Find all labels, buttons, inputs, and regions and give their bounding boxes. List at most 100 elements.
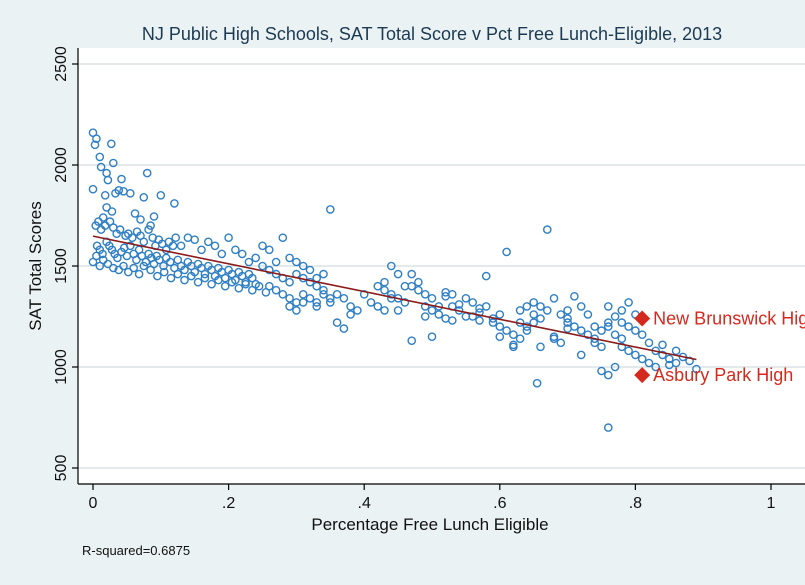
data-point xyxy=(264,281,274,291)
data-point xyxy=(420,312,430,321)
data-point xyxy=(251,253,260,263)
data-point xyxy=(549,293,559,303)
data-point xyxy=(495,310,505,319)
data-point xyxy=(631,326,640,335)
data-point xyxy=(536,302,545,311)
data-point xyxy=(129,263,138,273)
data-point xyxy=(153,271,162,281)
y-tick-label: 1000 xyxy=(53,349,70,385)
data-point xyxy=(197,245,206,255)
data-point xyxy=(264,265,274,275)
data-point xyxy=(298,289,308,299)
x-tick-label: 0 xyxy=(89,495,98,512)
data-point xyxy=(393,269,403,279)
data-point xyxy=(126,241,135,251)
data-point xyxy=(610,330,620,340)
data-point xyxy=(339,293,349,303)
data-point xyxy=(624,322,633,331)
data-point xyxy=(624,346,633,356)
data-point xyxy=(207,279,216,289)
data-point xyxy=(604,423,613,432)
data-point xyxy=(100,190,110,200)
data-point xyxy=(159,261,168,271)
data-point xyxy=(210,241,220,251)
data-point xyxy=(420,289,430,299)
data-point xyxy=(130,209,140,218)
data-point xyxy=(278,289,288,299)
data-point xyxy=(95,152,105,162)
data-point xyxy=(434,310,444,319)
data-point xyxy=(90,140,100,150)
x-tick-label: .4 xyxy=(358,495,371,512)
data-point xyxy=(149,212,159,221)
highlight-marker xyxy=(634,310,651,327)
data-point xyxy=(454,300,464,309)
data-point xyxy=(139,261,149,271)
data-point xyxy=(312,302,322,311)
data-point xyxy=(563,306,572,315)
data-point xyxy=(103,175,113,185)
data-point xyxy=(692,364,701,374)
data-point xyxy=(414,285,423,295)
data-point xyxy=(113,253,122,263)
data-point xyxy=(380,277,389,287)
data-point xyxy=(407,336,417,346)
data-point xyxy=(532,378,542,388)
data-point xyxy=(132,255,141,265)
data-point xyxy=(325,205,335,214)
data-point xyxy=(88,184,98,194)
data-point xyxy=(685,356,694,366)
data-point xyxy=(475,316,484,325)
data-point xyxy=(427,306,437,315)
x-axis-ticks: 0 .2 .4 .6 .8 1 xyxy=(89,484,776,512)
data-point xyxy=(488,318,498,327)
x-axis-label: Percentage Free Lunch Eligible xyxy=(311,515,548,534)
data-point xyxy=(237,249,247,259)
data-point xyxy=(346,302,355,311)
data-point xyxy=(171,233,180,242)
data-point xyxy=(502,247,511,257)
data-point xyxy=(502,326,511,335)
data-point xyxy=(658,350,667,360)
data-point xyxy=(563,324,572,333)
data-point xyxy=(305,265,315,275)
data-point xyxy=(644,358,654,368)
data-point xyxy=(180,275,189,285)
data-point xyxy=(644,338,654,348)
data-point xyxy=(495,332,505,342)
x-tick-label: .6 xyxy=(493,495,506,512)
data-point xyxy=(597,326,606,335)
data-point xyxy=(107,139,116,149)
data-point xyxy=(604,318,613,327)
data-point xyxy=(144,225,153,234)
data-point xyxy=(109,263,118,273)
data-point xyxy=(563,318,572,327)
gridlines xyxy=(78,63,805,469)
data-point xyxy=(563,314,572,323)
data-point xyxy=(227,277,237,287)
data-point xyxy=(271,285,281,295)
data-point xyxy=(481,302,491,311)
data-point xyxy=(200,269,210,279)
data-point xyxy=(576,302,586,311)
data-point xyxy=(258,241,267,251)
data-point xyxy=(214,275,223,285)
data-point xyxy=(427,332,437,342)
data-point xyxy=(200,273,210,283)
data-point xyxy=(597,342,606,352)
data-point xyxy=(386,261,396,271)
data-point xyxy=(92,251,101,261)
data-point xyxy=(509,340,518,350)
data-point xyxy=(543,225,552,234)
data-point xyxy=(366,298,376,307)
data-point xyxy=(332,289,342,299)
data-point xyxy=(165,257,175,267)
data-point xyxy=(332,318,342,327)
data-point xyxy=(217,249,227,259)
data-point xyxy=(536,314,545,323)
data-point xyxy=(570,291,579,301)
data-point xyxy=(637,330,647,340)
data-point xyxy=(604,322,613,331)
y-tick-label: 2500 xyxy=(53,46,70,82)
